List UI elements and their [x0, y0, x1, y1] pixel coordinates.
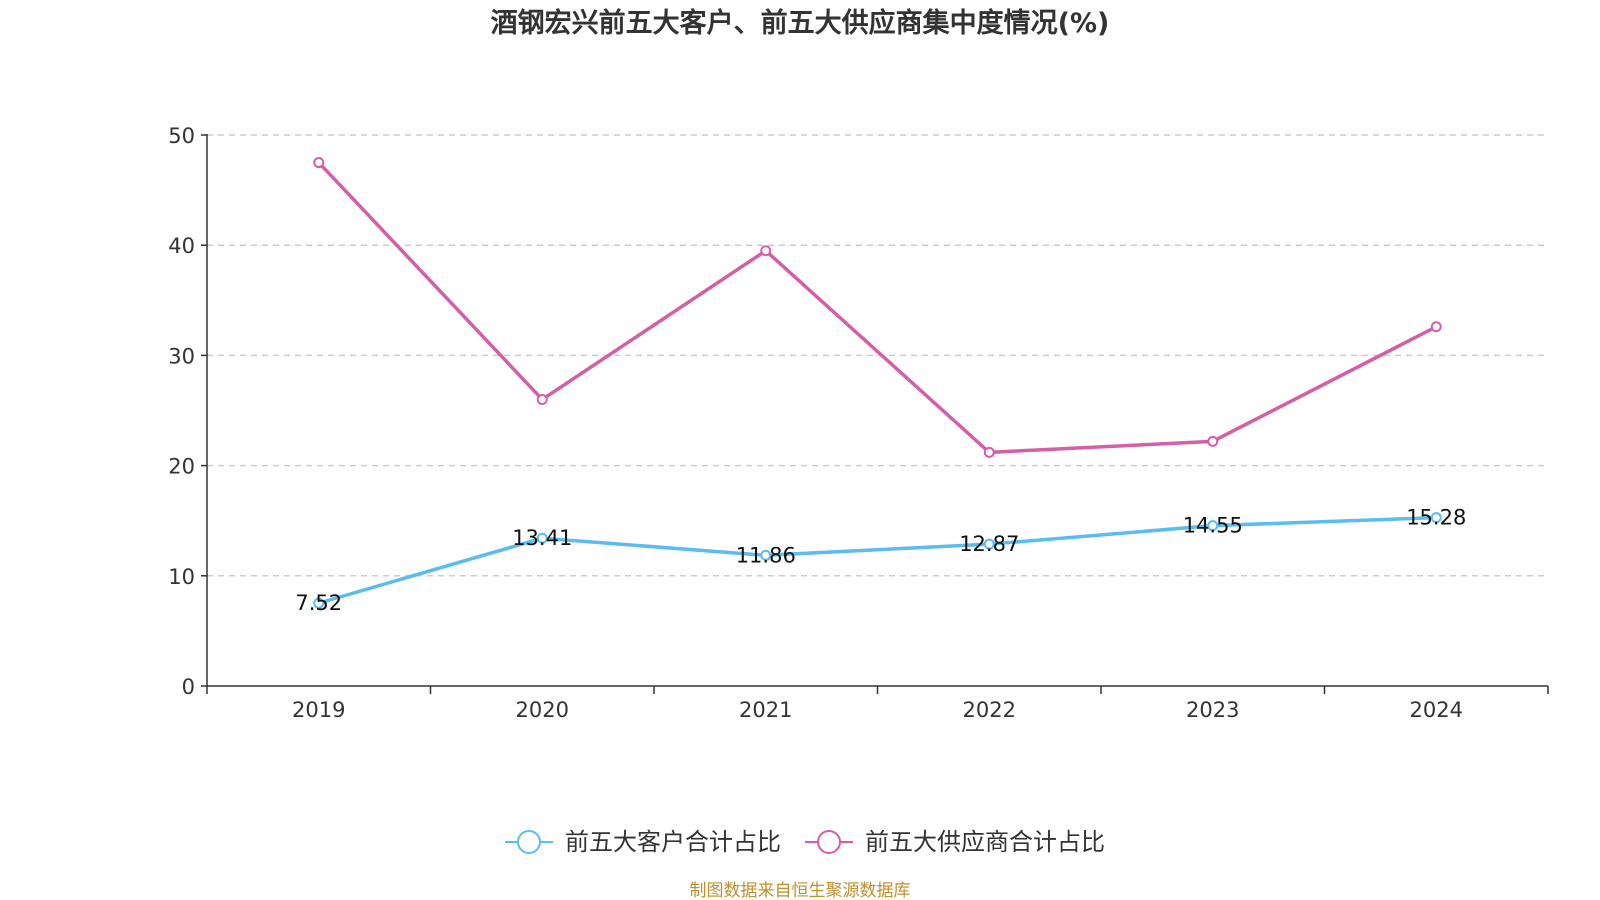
data-label: 15.28	[1406, 506, 1466, 530]
data-point[interactable]	[536, 532, 548, 544]
y-tick-label: 10	[168, 565, 195, 589]
data-point[interactable]	[313, 157, 325, 169]
data-label: 12.87	[959, 532, 1019, 556]
y-tick-label: 40	[168, 234, 195, 258]
data-point[interactable]	[1430, 321, 1442, 333]
y-tick-label: 20	[168, 455, 195, 479]
data-label: 14.55	[1183, 514, 1243, 538]
series-line-0	[318, 515, 1437, 605]
data-point[interactable]	[760, 549, 772, 561]
legend-label-customers: 前五大客户合计占比	[565, 828, 781, 856]
axes: 0 10 20 30 40 50 2019 2020 2021 2022 2023 2024	[168, 124, 1549, 722]
x-tick-label: 2023	[1186, 698, 1239, 722]
x-tick-label: 2022	[963, 698, 1016, 722]
data-point[interactable]	[760, 245, 772, 257]
chart-title: 酒钢宏兴前五大客户、前五大供应商集中度情况(%)	[491, 7, 1110, 39]
series-line-1	[317, 161, 1438, 455]
data-label: 7.52	[295, 591, 342, 615]
y-tick-label: 50	[168, 124, 195, 148]
data-point[interactable]	[983, 446, 995, 458]
y-tick-label: 30	[168, 344, 195, 368]
legend-item-customers[interactable]: 前五大客户合计占比	[505, 828, 781, 856]
x-tick-label: 2019	[292, 698, 345, 722]
data-labels: 7.52 13.41 11.86 12.87 14.55 15.28	[295, 506, 1466, 616]
x-tick-label: 2020	[516, 698, 569, 722]
data-point[interactable]	[1207, 435, 1219, 447]
data-point[interactable]	[1430, 512, 1442, 524]
series-group	[313, 157, 1442, 609]
x-tick-label: 2021	[739, 698, 792, 722]
legend-label-suppliers: 前五大供应商合计占比	[865, 828, 1105, 856]
data-label: 13.41	[512, 526, 572, 550]
x-tick-label: 2024	[1410, 698, 1463, 722]
data-point[interactable]	[536, 393, 548, 405]
source-note: 制图数据来自恒生聚源数据库	[690, 881, 911, 900]
data-label: 11.86	[736, 543, 796, 567]
data-point[interactable]	[983, 538, 995, 550]
data-point[interactable]	[313, 597, 325, 609]
data-point[interactable]	[1207, 520, 1219, 532]
legend-item-suppliers[interactable]: 前五大供应商合计占比	[805, 828, 1105, 856]
grid-lines	[207, 134, 1548, 577]
legend-marker-customers-icon	[517, 830, 541, 854]
y-tick-label: 0	[182, 675, 195, 699]
legend-marker-suppliers-icon	[817, 830, 841, 854]
legend: 前五大客户合计占比 前五大供应商合计占比	[505, 828, 1105, 856]
